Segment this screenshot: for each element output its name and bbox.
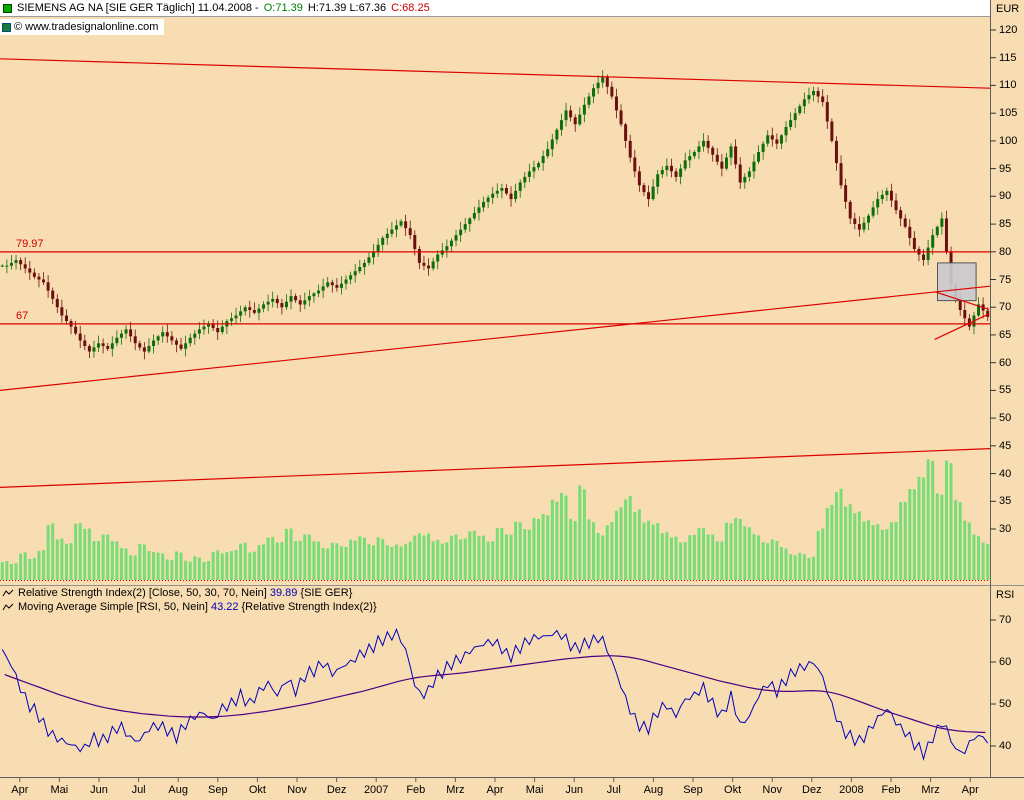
indicator-row-rsi[interactable]: Relative Strength Index(2) [Close, 50, 3… [2,587,352,599]
indicator-rsi-value: 39.89 [269,587,298,599]
indicator-curve-icon [2,603,14,611]
level-label-67[interactable]: 67 [16,309,29,322]
chart-titlebar: SIEMENS AG NA [SIE GER Täglich] 11.04.20… [0,0,990,17]
indicator-rsi-name: Relative Strength Index(2) [Close, 50, 3… [18,587,267,599]
indicator-row-ma[interactable]: Moving Average Simple [RSI, 50, Nein] 43… [2,601,377,613]
indicator-curve-icon [2,589,14,597]
close-value: C:68.25 [391,2,430,14]
indicator-rsi-suffix: {SIE GER} [300,587,353,599]
indicator-ma-value: 43.22 [210,601,239,613]
price-axis-unit-label: EUR [996,3,1020,15]
chart-window-icon[interactable] [3,3,12,13]
high-low-value: H:71.39 L:67.36 [307,2,387,14]
level-label-7997[interactable]: 79.97 [16,237,44,250]
open-value: O:71.39 [263,2,303,14]
rsi-axis-unit-label: RSI [996,589,1015,601]
indicator-ma-name: Moving Average Simple [RSI, 50, Nein] [18,601,208,613]
tradesignal-logo-icon [2,22,11,32]
chart-title: SIEMENS AG NA [SIE GER Täglich] 11.04.20… [17,2,259,14]
watermark-text: © www.tradesignalonline.com [14,21,159,33]
watermark-link[interactable]: © www.tradesignalonline.com [0,19,165,35]
indicator-ma-suffix: {Relative Strength Index(2)} [241,601,377,613]
